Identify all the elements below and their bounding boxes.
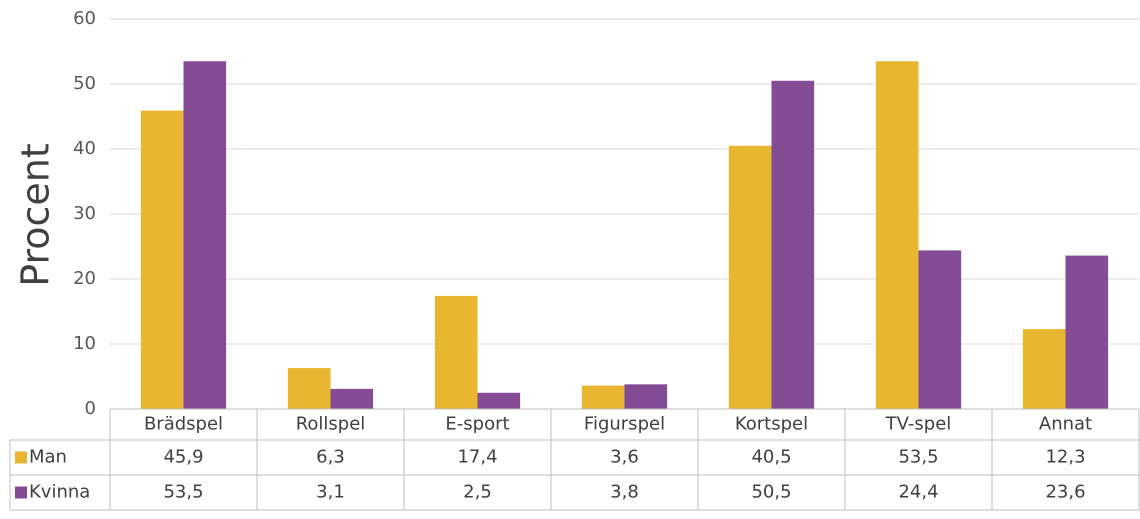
x-tick-label: Annat [1039, 414, 1092, 435]
table-cell: 17,4 [457, 447, 497, 468]
bar [581, 385, 625, 409]
bar [287, 368, 331, 409]
table-cell: 23,6 [1045, 482, 1085, 503]
x-tick-label: Kortspel [735, 414, 808, 435]
table-cell: 53,5 [898, 447, 938, 468]
table-cell: 45,9 [163, 447, 203, 468]
y-tick-label: 20 [73, 268, 96, 289]
bar [771, 80, 815, 409]
table-cell: 3,8 [610, 482, 639, 503]
y-axis-title: Procent [14, 143, 58, 287]
bar [477, 392, 521, 409]
bar [875, 61, 919, 409]
bar [434, 295, 478, 409]
bar [183, 61, 227, 409]
x-tick-label: Brädspel [144, 414, 223, 435]
bar [140, 110, 184, 410]
y-tick-label: 50 [73, 73, 96, 94]
x-tick-label: Figurspel [584, 414, 665, 435]
y-tick-label: 40 [73, 138, 96, 159]
x-tick-label: E-sport [445, 414, 509, 435]
bar [918, 250, 962, 409]
legend-key [15, 451, 27, 464]
table-cell: 40,5 [751, 447, 791, 468]
bar [728, 145, 772, 409]
table-cell: 24,4 [898, 482, 938, 503]
y-tick-label: 60 [73, 8, 96, 29]
y-tick-label: 10 [73, 333, 96, 354]
table-cell: 6,3 [316, 447, 345, 468]
table-cell: 3,1 [316, 482, 345, 503]
bar [330, 388, 374, 409]
x-tick-label: TV-spel [885, 414, 952, 435]
bar [1065, 255, 1109, 409]
table-cell: 2,5 [463, 482, 492, 503]
y-tick-label: 30 [73, 203, 96, 224]
legend-label: Kvinna [29, 482, 90, 503]
table-cell: 50,5 [751, 482, 791, 503]
y-tick-label: 0 [85, 398, 96, 419]
table-cell: 53,5 [163, 482, 203, 503]
bar [624, 384, 668, 409]
bar [1022, 329, 1066, 409]
table-cell: 12,3 [1045, 447, 1085, 468]
table-cell: 3,6 [610, 447, 639, 468]
x-tick-label: Rollspel [296, 414, 366, 435]
legend-label: Man [29, 447, 67, 468]
legend-key [15, 486, 27, 499]
